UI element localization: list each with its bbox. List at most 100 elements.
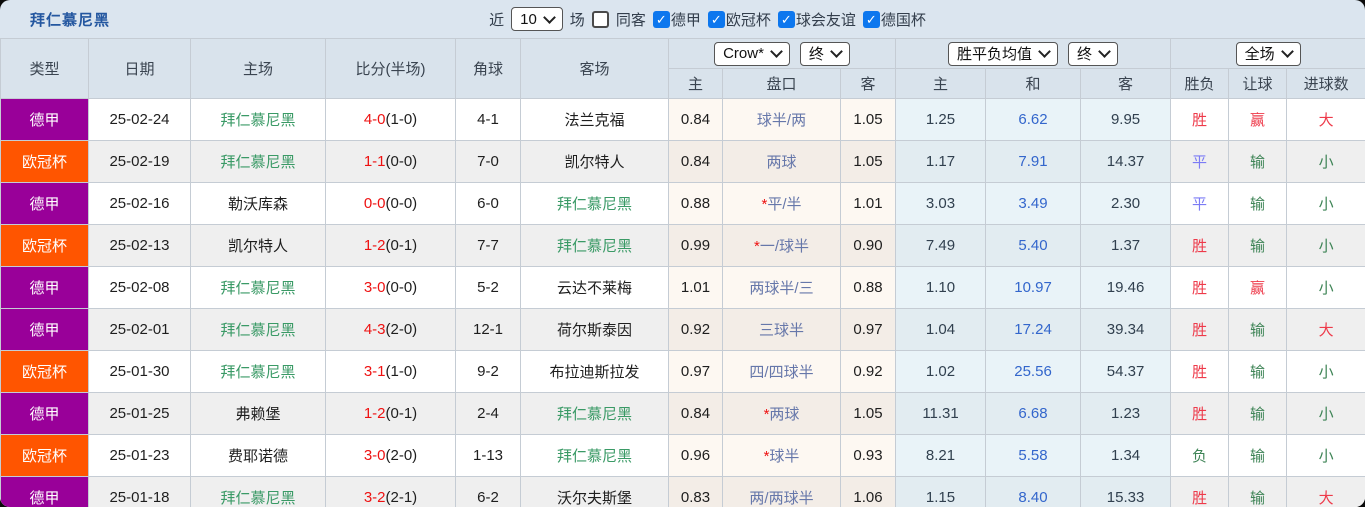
recent-count-value: 10 [520, 10, 537, 28]
score-fulltime: 1-2 [363, 405, 386, 422]
crown-away-odds: 1.06 [839, 476, 897, 507]
handicap-line: 三球半 [758, 322, 804, 339]
handicap-line: 球半 [769, 448, 800, 465]
goals-result: 小 [1286, 350, 1365, 393]
score-halftime: (1-0) [385, 111, 418, 128]
away-team: 法兰克福 [520, 98, 669, 141]
handicap-cell: 球半/两 [722, 98, 841, 141]
avg-away-odds: 19.46 [1080, 266, 1172, 309]
away-favorite-star: * [763, 448, 770, 465]
crown-away-odds: 0.97 [839, 308, 897, 351]
col-header-handicap-result: 让球 [1228, 68, 1288, 99]
avg-home-odds: 1.04 [895, 308, 987, 351]
score-fulltime: 3-0 [363, 279, 386, 296]
goals-result: 小 [1286, 434, 1365, 477]
winloss-result: 负 [1170, 434, 1230, 477]
goals-result: 大 [1286, 308, 1365, 351]
crown-away-odds: 1.05 [839, 98, 897, 141]
crown-away-odds: 0.88 [839, 266, 897, 309]
bookmaker-state-select[interactable]: 终 [799, 41, 850, 66]
score-halftime: (0-1) [385, 405, 418, 422]
avg-group-header: 胜平负均值 终 [895, 38, 1172, 69]
handicap-result: 赢 [1228, 98, 1288, 141]
corner-score: 12-1 [455, 308, 521, 351]
winloss-result: 胜 [1170, 308, 1230, 351]
handicap-line: 四/四球半 [749, 364, 814, 381]
chevron-down-icon [1038, 45, 1051, 58]
score-halftime: (0-0) [385, 279, 418, 296]
top-bar: 拜仁慕尼黑 近 10 场 同客 ✓ 德甲 ✓ 欧冠杯 ✓ 球会友谊 ✓ 德国杯 [0, 0, 1365, 38]
handicap-result: 输 [1228, 140, 1288, 183]
league-checkbox[interactable]: ✓ [777, 10, 795, 28]
col-header-crown-home: 主 [668, 68, 723, 99]
avg-select[interactable]: 胜平负均值 [948, 41, 1059, 66]
table-row: 欧冠杯 25-01-23 费耶诺德 3-0(2-0) 1-13 拜仁慕尼黑 0.96 *球半 0… [0, 434, 1365, 477]
recent-count-select[interactable]: 10 [511, 7, 563, 31]
crown-home-odds: 0.92 [668, 308, 723, 351]
crown-home-odds: 0.83 [668, 476, 723, 507]
handicap-cell: 两球半/三 [722, 266, 841, 309]
match-date: 25-02-19 [88, 140, 191, 183]
handicap-cell: *球半 [722, 434, 841, 477]
avg-draw-odds: 5.58 [985, 434, 1082, 477]
bookmaker-select[interactable]: Crow* [714, 41, 790, 66]
home-team: 拜仁慕尼黑 [190, 350, 326, 393]
corner-score: 2-4 [455, 392, 521, 435]
score-halftime: (2-1) [385, 489, 418, 506]
handicap-cell: *一/球半 [722, 224, 841, 267]
match-date: 25-01-30 [88, 350, 191, 393]
avg-home-odds: 3.03 [895, 182, 987, 225]
table-row: 欧冠杯 25-02-19 拜仁慕尼黑 1-1(0-0) 7-0 凯尔特人 0.84 两球 1.0… [0, 140, 1365, 183]
crown-home-odds: 0.84 [668, 392, 723, 435]
period-group-header: 全场 [1170, 38, 1365, 69]
col-header-date: 日期 [88, 38, 191, 99]
chevron-down-icon [1098, 45, 1111, 58]
league-checkbox[interactable]: ✓ [862, 10, 880, 28]
away-team: 拜仁慕尼黑 [520, 224, 669, 267]
score-fulltime: 4-0 [363, 111, 386, 128]
away-favorite-star: * [761, 196, 768, 213]
avg-home-odds: 1.02 [895, 350, 987, 393]
period-select[interactable]: 全场 [1235, 41, 1301, 66]
chevron-down-icon [542, 10, 556, 24]
league-badge: 欧冠杯 [0, 350, 89, 393]
away-team: 拜仁慕尼黑 [520, 392, 669, 435]
league-checkbox[interactable]: ✓ [652, 10, 670, 28]
same-away-checkbox[interactable] [591, 10, 609, 28]
corner-score: 4-1 [455, 98, 521, 141]
table-row: 欧冠杯 25-02-13 凯尔特人 1-2(0-1) 7-7 拜仁慕尼黑 0.99 *一/球半… [0, 224, 1365, 267]
avg-home-odds: 7.49 [895, 224, 987, 267]
table-row: 德甲 25-01-18 拜仁慕尼黑 3-2(2-1) 6-2 沃尔夫斯堡 0.83 两/两球半… [0, 476, 1365, 507]
crown-away-odds: 1.01 [839, 182, 897, 225]
matches-label: 场 [569, 11, 585, 29]
score-halftime: (1-0) [385, 363, 418, 380]
corner-score: 1-13 [455, 434, 521, 477]
handicap-result: 输 [1228, 308, 1288, 351]
league-checkbox[interactable]: ✓ [707, 10, 725, 28]
corner-score: 5-2 [455, 266, 521, 309]
league-badge: 德甲 [0, 392, 89, 435]
score-fulltime: 1-2 [363, 237, 386, 254]
avg-home-odds: 8.21 [895, 434, 987, 477]
handicap-line: 平/半 [767, 196, 802, 213]
handicap-line: 两球半/三 [749, 280, 814, 297]
corner-score: 9-2 [455, 350, 521, 393]
avg-state-select[interactable]: 终 [1068, 41, 1119, 66]
score-halftime: (0-1) [385, 237, 418, 254]
crown-home-odds: 0.88 [668, 182, 723, 225]
col-header-type: 类型 [0, 38, 89, 99]
home-team: 拜仁慕尼黑 [190, 308, 326, 351]
away-team: 拜仁慕尼黑 [520, 182, 669, 225]
crown-away-odds: 1.05 [839, 392, 897, 435]
league-filter: ✓ 德国杯 [862, 9, 926, 30]
home-team: 拜仁慕尼黑 [190, 266, 326, 309]
crown-home-odds: 1.01 [668, 266, 723, 309]
chevron-down-icon [770, 45, 783, 58]
avg-home-odds: 1.25 [895, 98, 987, 141]
avg-home-odds: 1.10 [895, 266, 987, 309]
crown-away-odds: 0.90 [839, 224, 897, 267]
corner-score: 7-0 [455, 140, 521, 183]
away-team: 凯尔特人 [520, 140, 669, 183]
handicap-cell: 两/两球半 [722, 476, 841, 507]
